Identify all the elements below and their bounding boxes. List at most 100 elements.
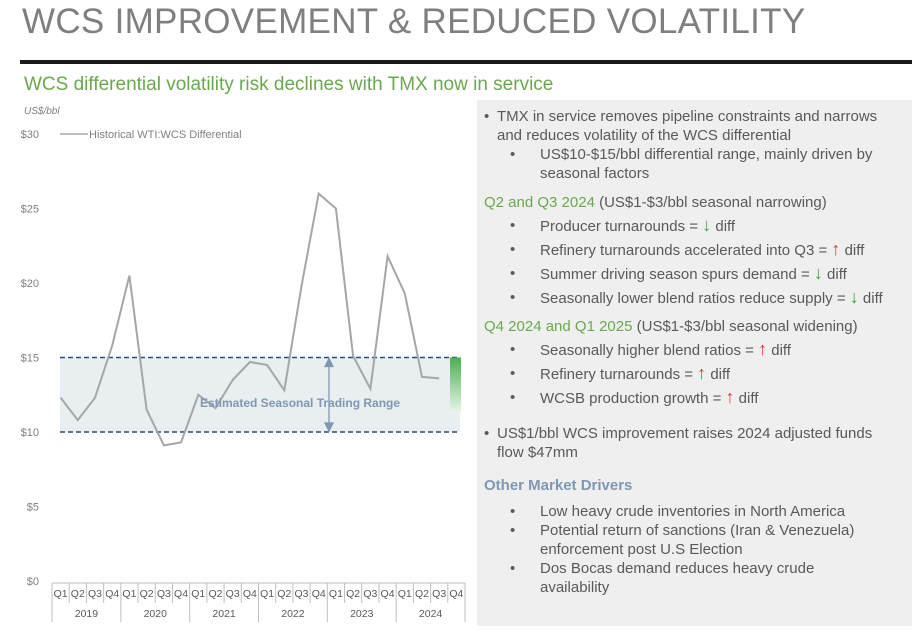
section-heading-q2-q3: Q2 and Q3 2024 (US$1-$3/bbl seasonal nar… xyxy=(484,193,827,212)
x-tick-label: Q4 xyxy=(381,588,395,600)
x-tick-label: Q1 xyxy=(260,588,274,600)
other-driver-line: Potential return of sanctions (Iran & Ve… xyxy=(540,522,855,539)
other-driver-line: Dos Bocas demand reduces heavy crude xyxy=(540,560,815,577)
up-arrow-icon: ↑ xyxy=(697,363,707,383)
trading-range-band xyxy=(60,357,460,432)
driver-tail: diff xyxy=(734,390,759,407)
driver-item: WCSB production growth = ↑ diff xyxy=(540,388,758,408)
x-tick-label: Q2 xyxy=(140,588,154,600)
driver-item: Refinery turnarounds accelerated into Q3… xyxy=(540,240,864,260)
x-tick-label: Q4 xyxy=(105,588,119,600)
driver-tail: diff xyxy=(822,266,847,283)
driver-text: Seasonally lower blend ratios reduce sup… xyxy=(540,290,850,307)
other-driver-line: availability xyxy=(540,579,610,596)
driver-tail: diff xyxy=(858,290,883,307)
x-year-label: 2021 xyxy=(212,608,236,620)
heading-detail: (US$1-$3/bbl seasonal narrowing) xyxy=(594,194,827,211)
x-year-label: 2022 xyxy=(281,608,305,620)
driver-tail: diff xyxy=(706,366,731,383)
x-tick-label: Q3 xyxy=(157,588,171,600)
latest-range-indicator xyxy=(450,357,461,412)
y-tick-label: $15 xyxy=(21,353,39,365)
section-heading-other-drivers: Other Market Drivers xyxy=(484,477,633,494)
up-arrow-icon: ↑ xyxy=(758,339,768,359)
y-tick-label: $30 xyxy=(21,129,39,141)
x-tick-label: Q2 xyxy=(415,588,429,600)
driver-text: Seasonally higher blend ratios = xyxy=(540,342,759,359)
bullet-line: and reduces volatility of the WCS differ… xyxy=(497,127,792,144)
sub-bullet-marker: • xyxy=(510,265,516,282)
trading-range-label: Estimated Seasonal Trading Range xyxy=(200,396,400,410)
legend-label: Historical WTI:WCS Differential xyxy=(89,129,242,141)
other-driver-line: Low heavy crude inventories in North Ame… xyxy=(540,503,846,520)
sub-bullet-marker: • xyxy=(510,365,516,382)
sub-bullet-marker: • xyxy=(510,389,516,406)
x-year-label: 2023 xyxy=(350,608,374,620)
sub-bullet-line: seasonal factors xyxy=(540,165,650,182)
section-heading-q4-q1: Q4 2024 and Q1 2025 (US$1-$3/bbl seasona… xyxy=(484,317,858,336)
down-arrow-icon: ↓ xyxy=(702,215,712,235)
driver-text: Refinery turnarounds = xyxy=(540,366,698,383)
x-tick-label: Q4 xyxy=(449,588,463,600)
sub-bullet-marker: • xyxy=(510,560,516,577)
x-tick-label: Q1 xyxy=(54,588,68,600)
down-arrow-icon: ↓ xyxy=(849,287,859,307)
title-rule xyxy=(20,60,912,64)
x-tick-label: Q1 xyxy=(329,588,343,600)
y-tick-label: $25 xyxy=(21,204,39,216)
x-year-label: 2024 xyxy=(419,608,443,620)
sub-bullet-marker: • xyxy=(510,241,516,258)
driver-text: Refinery turnarounds accelerated into Q3… xyxy=(540,242,832,259)
bullet-line: US$1/bbl WCS improvement raises 2024 adj… xyxy=(497,425,873,442)
range-double-arrow xyxy=(323,357,335,433)
y-tick-label: $0 xyxy=(27,576,39,588)
sub-bullet-marker: • xyxy=(510,146,516,163)
y-tick-label: $5 xyxy=(27,502,39,514)
x-tick-label: Q3 xyxy=(432,588,446,600)
heading-period: Q2 and Q3 2024 xyxy=(484,194,595,211)
other-driver-line: enforcement post U.S Election xyxy=(540,541,743,558)
differential-chart: US$/bbl $0 $5 $10 $15 $20 $25 $30 Estimated Se… xyxy=(21,106,466,622)
x-tick-label: Q1 xyxy=(398,588,412,600)
sub-bullet-marker: • xyxy=(510,341,516,358)
heading-detail: (US$1-$3/bbl seasonal widening) xyxy=(632,318,858,335)
driver-item: Producer turnarounds = ↓ diff xyxy=(540,216,735,236)
sub-bullet-marker: • xyxy=(510,217,516,234)
driver-item: Seasonally higher blend ratios = ↑ diff xyxy=(540,340,791,360)
x-tick-label: Q3 xyxy=(363,588,377,600)
driver-item: Refinery turnarounds = ↑ diff xyxy=(540,364,730,384)
up-arrow-icon: ↑ xyxy=(725,387,735,407)
driver-tail: diff xyxy=(767,342,791,359)
x-tick-label: Q4 xyxy=(174,588,188,600)
x-tick-label: Q2 xyxy=(277,588,291,600)
sub-bullet-marker: • xyxy=(510,503,516,520)
unit-label: US$/bbl xyxy=(24,106,60,117)
x-tick-label: Q3 xyxy=(226,588,240,600)
driver-text: Producer turnarounds = xyxy=(540,218,703,235)
driver-text: WCSB production growth = xyxy=(540,390,726,407)
bullet-line: TMX in service removes pipeline constrai… xyxy=(497,108,878,125)
series-line-differential xyxy=(59,191,440,447)
y-tick-label: $20 xyxy=(21,278,39,290)
page-title: WCS IMPROVEMENT & REDUCED VOLATILITY xyxy=(22,2,806,41)
bullet-marker: • xyxy=(484,108,490,125)
x-year-label: 2019 xyxy=(75,608,99,620)
heading-period: Q4 2024 and Q1 2025 xyxy=(484,318,633,335)
down-arrow-icon: ↓ xyxy=(813,263,823,283)
x-year-label: 2020 xyxy=(144,608,168,620)
page-subtitle: WCS differential volatility risk decline… xyxy=(24,74,554,95)
driver-text: Summer driving season spurs demand = xyxy=(540,266,814,283)
y-tick-label: $10 xyxy=(21,427,39,439)
sub-bullet-line: US$10-$15/bbl differential range, mainly… xyxy=(540,146,873,163)
up-arrow-icon: ↑ xyxy=(831,239,841,259)
x-tick-label: Q1 xyxy=(122,588,136,600)
x-tick-label: Q2 xyxy=(346,588,360,600)
driver-tail: diff xyxy=(711,218,736,235)
driver-item: Summer driving season spurs demand = ↓ d… xyxy=(540,264,847,284)
x-tick-label: Q2 xyxy=(71,588,85,600)
x-tick-label: Q3 xyxy=(295,588,309,600)
x-tick-label: Q2 xyxy=(208,588,222,600)
x-tick-label: Q4 xyxy=(243,588,257,600)
bullet-marker: • xyxy=(484,425,490,442)
driver-item: Seasonally lower blend ratios reduce sup… xyxy=(540,288,883,308)
